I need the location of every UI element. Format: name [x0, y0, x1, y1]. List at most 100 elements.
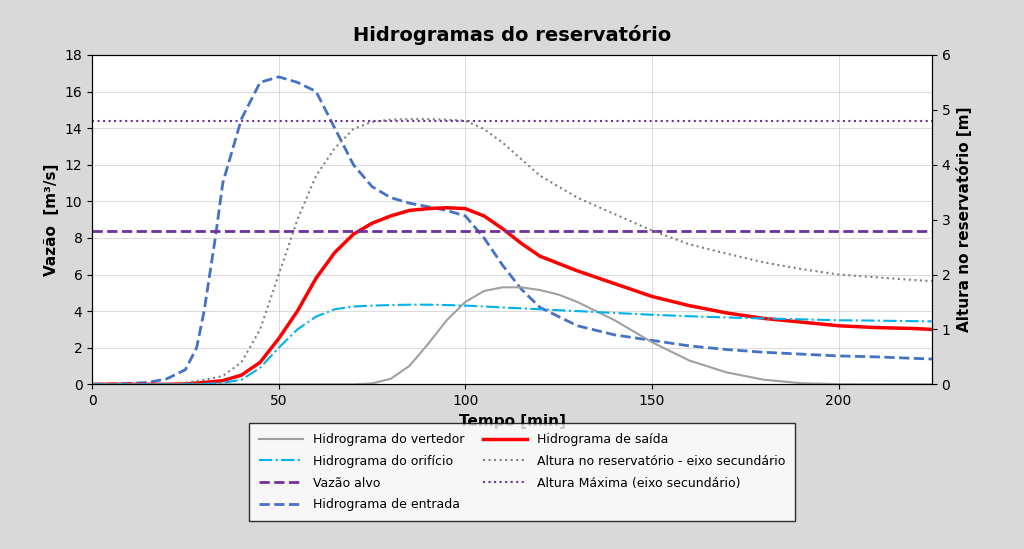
- Hidrograma do orifício: [217, 379, 229, 386]
- Hidrograma do orifício: [459, 302, 471, 309]
- Hidrograma do vertedor: [329, 381, 341, 388]
- Hidrograma de entrada: [272, 74, 285, 80]
- Hidrograma do vertedor: [123, 381, 135, 388]
- Hidrograma de entrada: [926, 356, 938, 362]
- Hidrograma de saída: [440, 204, 453, 211]
- Y-axis label: Altura no reservatório [m]: Altura no reservatório [m]: [956, 107, 972, 332]
- Hidrograma de entrada: [291, 79, 303, 86]
- Hidrograma do vertedor: [683, 357, 695, 364]
- Altura no reservatório - eixo secundário: [646, 227, 658, 234]
- Altura no reservatório - eixo secundário: [310, 172, 323, 179]
- Hidrograma de saída: [683, 302, 695, 309]
- Hidrograma de saída: [422, 205, 434, 212]
- Hidrograma de saída: [254, 359, 266, 366]
- Hidrograma do orifício: [161, 381, 173, 388]
- Hidrograma de saída: [833, 322, 845, 329]
- Legend: Hidrograma do vertedor, Hidrograma do orifício, Vazão alvo, Hidrograma de entrad: Hidrograma do vertedor, Hidrograma do or…: [249, 423, 796, 521]
- Altura no reservatório - eixo secundário: [608, 211, 621, 217]
- Hidrograma de saída: [571, 267, 584, 274]
- Hidrograma do orifício: [608, 310, 621, 316]
- Hidrograma do vertedor: [497, 284, 509, 290]
- Vazão alvo: [86, 227, 98, 234]
- Hidrograma do vertedor: [161, 381, 173, 388]
- Hidrograma de saída: [385, 212, 397, 219]
- Hidrograma de saída: [497, 226, 509, 232]
- Hidrograma de saída: [907, 325, 920, 332]
- Hidrograma do vertedor: [926, 381, 938, 388]
- Hidrograma de entrada: [209, 234, 221, 241]
- Hidrograma de entrada: [683, 343, 695, 349]
- Hidrograma de saída: [291, 308, 303, 315]
- Altura no reservatório - eixo secundário: [795, 266, 807, 272]
- Hidrograma de saída: [478, 212, 490, 219]
- Line: Altura no reservatório - eixo secundário: Altura no reservatório - eixo secundário: [92, 119, 932, 384]
- Line: Hidrograma do vertedor: Hidrograma do vertedor: [92, 287, 932, 384]
- Hidrograma do orifício: [422, 301, 434, 308]
- Altura no reservatório - eixo secundário: [683, 241, 695, 248]
- Hidrograma do orifício: [403, 301, 416, 308]
- Hidrograma de entrada: [190, 344, 203, 351]
- Hidrograma de saída: [366, 220, 378, 227]
- Altura no reservatório - eixo secundário: [758, 259, 770, 266]
- Hidrograma do orifício: [440, 302, 453, 309]
- Hidrograma do orifício: [795, 316, 807, 323]
- Hidrograma de entrada: [422, 204, 434, 210]
- Line: Hidrograma de saída: Hidrograma de saída: [92, 208, 932, 384]
- Hidrograma de entrada: [179, 366, 191, 373]
- Hidrograma de entrada: [869, 354, 882, 360]
- Hidrograma de saída: [646, 293, 658, 300]
- Hidrograma de entrada: [571, 322, 584, 329]
- Hidrograma de entrada: [833, 352, 845, 359]
- Hidrograma do orifício: [198, 380, 210, 387]
- Hidrograma de saída: [403, 207, 416, 214]
- Hidrograma de entrada: [161, 376, 173, 382]
- Hidrograma do vertedor: [291, 381, 303, 388]
- Altura no reservatório - eixo secundário: [161, 381, 173, 388]
- Hidrograma do vertedor: [142, 381, 155, 388]
- Hidrograma do orifício: [86, 381, 98, 388]
- Hidrograma do vertedor: [86, 381, 98, 388]
- Hidrograma do vertedor: [553, 292, 565, 298]
- Hidrograma de entrada: [608, 332, 621, 338]
- Hidrograma do vertedor: [478, 288, 490, 294]
- Hidrograma do orifício: [123, 381, 135, 388]
- Hidrograma do vertedor: [608, 317, 621, 323]
- Hidrograma de saída: [608, 281, 621, 287]
- Altura no reservatório - eixo secundário: [403, 116, 416, 122]
- Hidrograma do vertedor: [272, 381, 285, 388]
- Altura no reservatório - eixo secundário: [478, 126, 490, 132]
- Altura no reservatório - eixo secundário: [86, 381, 98, 388]
- Hidrograma de saída: [217, 377, 229, 384]
- Hidrograma de entrada: [347, 161, 359, 168]
- Hidrograma de saída: [515, 240, 527, 247]
- Altura no reservatório - eixo secundário: [366, 119, 378, 125]
- Hidrograma do vertedor: [366, 380, 378, 386]
- Hidrograma de entrada: [366, 183, 378, 190]
- Hidrograma do vertedor: [198, 381, 210, 388]
- Hidrograma de entrada: [329, 125, 341, 131]
- Hidrograma de entrada: [104, 380, 117, 387]
- Hidrograma do vertedor: [217, 381, 229, 388]
- Altura no reservatório - eixo secundário: [179, 379, 191, 386]
- Altura no reservatório - eixo secundário: [142, 381, 155, 388]
- Altura no reservatório - eixo secundário: [833, 271, 845, 278]
- Hidrograma do vertedor: [889, 381, 901, 388]
- Hidrograma do orifício: [366, 302, 378, 309]
- Hidrograma do vertedor: [254, 381, 266, 388]
- Hidrograma de saída: [123, 381, 135, 388]
- Hidrograma do orifício: [179, 381, 191, 388]
- Hidrograma do orifício: [683, 313, 695, 320]
- Hidrograma de entrada: [758, 349, 770, 356]
- Altura no reservatório - eixo secundário: [254, 326, 266, 333]
- Hidrograma de entrada: [86, 381, 98, 388]
- Hidrograma do vertedor: [104, 381, 117, 388]
- Hidrograma do orifício: [758, 315, 770, 322]
- Hidrograma do orifício: [534, 306, 546, 312]
- Hidrograma de entrada: [236, 116, 248, 122]
- Hidrograma de saída: [310, 275, 323, 282]
- Hidrograma de saída: [236, 372, 248, 378]
- Hidrograma do orifício: [329, 306, 341, 312]
- Hidrograma de saída: [534, 253, 546, 260]
- Hidrograma do vertedor: [179, 381, 191, 388]
- Hidrograma do vertedor: [721, 369, 733, 376]
